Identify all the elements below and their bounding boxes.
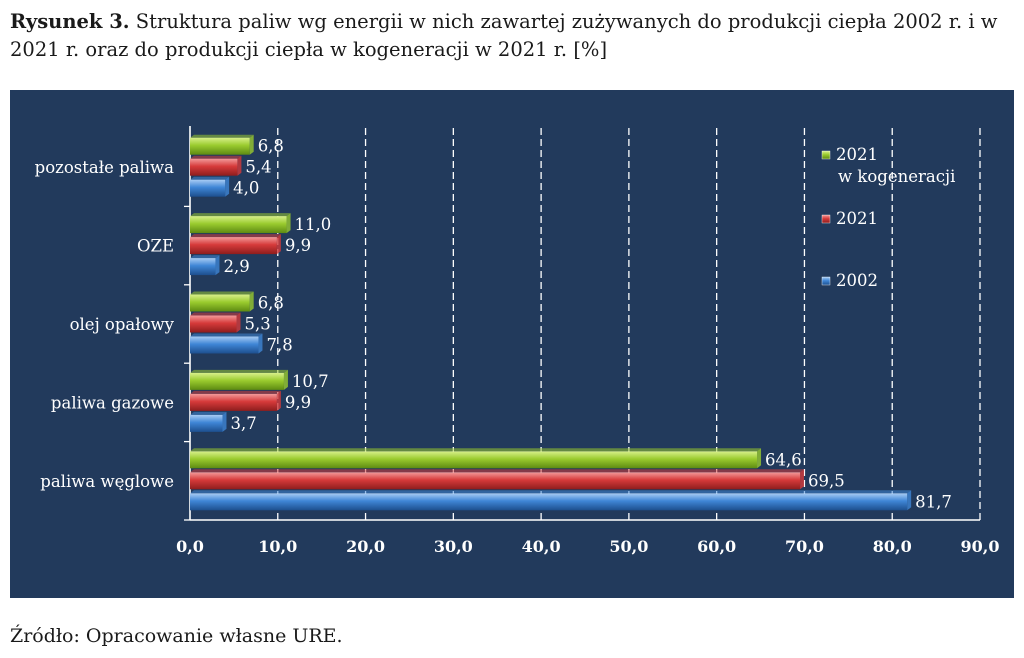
bar-end-face [222, 411, 227, 432]
data-label: 2,9 [223, 257, 249, 276]
bar-end-face [283, 369, 288, 390]
bar-top-face [190, 369, 288, 373]
bar [190, 472, 801, 490]
bar-chart: 0,0 10,0 20,0 30,0 40,0 50,0 60,0 70,0 80,0 90,0 p… [35, 126, 1000, 556]
x-tick-label: 0,0 [176, 537, 204, 556]
bar-top-face [190, 234, 281, 238]
bar-top-face [190, 213, 291, 217]
data-label: 3,7 [230, 414, 256, 433]
data-label: 11,0 [295, 215, 332, 234]
data-label: 10,7 [292, 372, 329, 391]
source-note: Źródło: Opracowanie własne URE. [10, 625, 343, 647]
bar [190, 372, 284, 390]
data-labels: 6,8 5,4 4,0 11,0 9,9 2,9 6,8 5,3 7,810,7 9,9 3,7 64… [223, 137, 951, 512]
bar-top-face [190, 176, 230, 180]
bar [190, 393, 277, 411]
caption-text: Struktura paliw wg energii w nich zawart… [10, 10, 998, 61]
bar-end-face [757, 448, 762, 469]
bar [190, 294, 250, 312]
legend-marker [821, 214, 831, 224]
bar-top-face [190, 312, 241, 316]
data-label: 5,4 [245, 158, 271, 177]
bar [190, 216, 287, 234]
bar-top-face [190, 390, 281, 394]
data-label: 7,8 [266, 336, 292, 355]
x-tick-label: 10,0 [258, 537, 297, 556]
bar-end-face [237, 155, 242, 176]
legend-label: 2021 [836, 209, 878, 228]
data-label: 6,8 [258, 294, 284, 313]
x-tick-label: 50,0 [609, 537, 648, 556]
caption-label: Rysunek 3. [10, 10, 130, 33]
x-tick-label: 30,0 [434, 537, 473, 556]
figure-caption: Rysunek 3. Struktura paliw wg energii w … [10, 8, 1010, 64]
bar [190, 179, 226, 197]
data-label: 64,6 [765, 450, 802, 469]
bar-top-face [190, 333, 263, 337]
category-label: olej opałowy [70, 315, 175, 334]
bar-end-face [258, 333, 263, 354]
bar-end-face [276, 234, 281, 255]
bar [190, 258, 216, 276]
bar-end-face [249, 134, 254, 155]
legend-marker [821, 276, 831, 286]
x-tick-label: 60,0 [697, 537, 736, 556]
data-label: 4,0 [233, 179, 259, 198]
bar [190, 493, 908, 511]
bar-top-face [190, 291, 254, 295]
bars [190, 134, 912, 511]
bar [190, 414, 223, 432]
bar-end-face [236, 312, 241, 333]
bar-end-face [276, 390, 281, 411]
x-tick-label: 70,0 [785, 537, 824, 556]
data-label: 5,3 [245, 315, 271, 334]
bar [190, 137, 250, 155]
bar-top-face [190, 469, 805, 473]
legend-label: w kogeneracji [838, 167, 955, 186]
legend-marker [821, 150, 831, 160]
bar-top-face [190, 255, 220, 259]
category-label: paliwa węglowe [40, 472, 174, 491]
x-tick-label: 20,0 [346, 537, 385, 556]
data-label: 69,5 [808, 471, 845, 490]
data-label: 9,9 [285, 393, 311, 412]
x-tick-label: 40,0 [522, 537, 561, 556]
bar [190, 237, 277, 255]
bar-end-face [800, 469, 805, 490]
x-tick-label: 90,0 [961, 537, 1000, 556]
legend: 2021 w kogeneracji 2021 2002 [821, 145, 955, 290]
category-label: pozostałe paliwa [35, 158, 174, 177]
bar-top-face [190, 155, 242, 159]
data-label: 6,8 [258, 137, 284, 156]
data-label: 81,7 [915, 492, 952, 511]
bar [190, 315, 237, 333]
bar [190, 158, 238, 176]
category-label: OZE [137, 237, 174, 256]
bar-top-face [190, 411, 227, 415]
category-label: paliwa gazowe [51, 393, 174, 412]
data-label: 9,9 [285, 236, 311, 255]
bar-top-face [190, 134, 254, 138]
bar-top-face [190, 490, 912, 494]
x-tick-label: 80,0 [873, 537, 912, 556]
legend-label: 2002 [836, 271, 878, 290]
bar-end-face [286, 213, 291, 234]
bar [190, 336, 259, 354]
chart-panel: 0,0 10,0 20,0 30,0 40,0 50,0 60,0 70,0 80,0 90,0 p… [10, 90, 1014, 598]
bar [190, 451, 758, 469]
bar-end-face [907, 490, 912, 511]
bar-top-face [190, 448, 762, 452]
bar-end-face [215, 255, 220, 276]
legend-label: 2021 [836, 145, 878, 164]
bar-end-face [225, 176, 230, 197]
bar-end-face [249, 291, 254, 312]
